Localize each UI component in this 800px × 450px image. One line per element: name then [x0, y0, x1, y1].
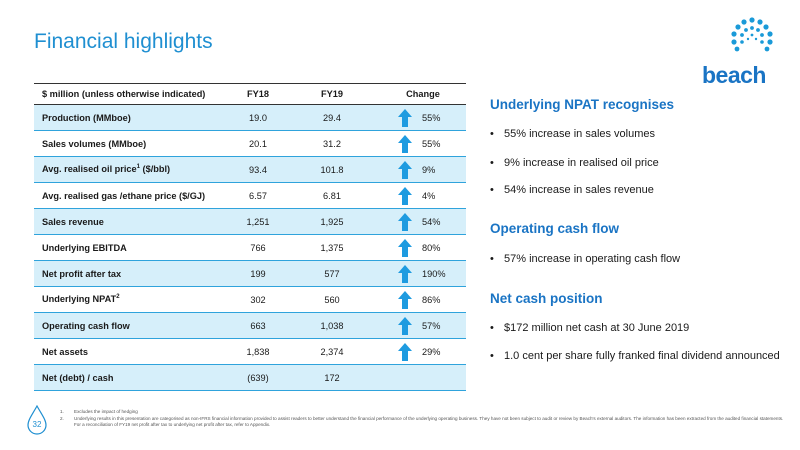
up-arrow-icon: [398, 187, 412, 205]
fy18-value: 6.57: [249, 190, 267, 201]
logo-text: beach: [702, 62, 766, 88]
table-row: Operating cash flow 663 1,038 57%: [34, 313, 466, 339]
change-value: 4%: [422, 190, 436, 201]
up-arrow-icon: [398, 291, 412, 309]
table-header-row: $ million (unless otherwise indicated) F…: [34, 83, 466, 105]
table-row: Net (debt) / cash (639) 172: [34, 365, 466, 391]
bullet-item: 1.0 cent per share fully franked final d…: [490, 348, 780, 364]
fy18-value: 1,251: [246, 216, 270, 227]
fy18-value: 199: [250, 268, 266, 279]
change-value: 86%: [422, 294, 441, 305]
fy19-value: 577: [324, 268, 340, 279]
row-label: Sales revenue: [42, 216, 104, 227]
fy18-value: 663: [250, 320, 266, 331]
up-arrow-icon: [398, 109, 412, 127]
table-row: Net profit after tax 199 577 190%: [34, 261, 466, 287]
section-heading: Operating cash flow: [490, 221, 620, 236]
bullet-item: 54% increase in sales revenue: [490, 182, 780, 198]
change-value: 57%: [422, 320, 441, 331]
fy19-value: 1,925: [320, 216, 344, 227]
financial-table: $ million (unless otherwise indicated) F…: [34, 83, 466, 391]
fy19-value: 6.81: [323, 190, 341, 201]
change-value: 29%: [422, 346, 441, 357]
fy19-value: 1,038: [320, 320, 344, 331]
table-row: Avg. realised gas /ethane price ($/GJ) 6.…: [34, 183, 466, 209]
header-label: $ million (unless otherwise indicated): [42, 89, 206, 99]
change-value: 54%: [422, 216, 441, 227]
row-label: Operating cash flow: [42, 320, 130, 331]
fy19-value: 29.4: [323, 112, 341, 123]
bullet-item: 9% increase in realised oil price: [490, 155, 780, 171]
fy18-value: 766: [250, 242, 266, 253]
fy19-value: 1,375: [320, 242, 344, 253]
table-row: Sales volumes (MMboe) 20.1 31.2 55%: [34, 131, 466, 157]
section-heading: Net cash position: [490, 291, 603, 306]
page-number: 32: [32, 420, 42, 429]
up-arrow-icon: [398, 265, 412, 283]
row-label: Avg. realised oil price1 ($/bbl): [42, 164, 171, 175]
row-label: Net profit after tax: [42, 268, 122, 279]
table-row: Sales revenue 1,251 1,925 54%: [34, 209, 466, 235]
beach-logo: beach: [698, 14, 782, 88]
row-label: Underlying NPAT2: [42, 294, 120, 305]
table-row: Avg. realised oil price1 ($/bbl) 93.4 101.…: [34, 157, 466, 183]
change-value: 190%: [422, 268, 446, 279]
fy18-value: 1,838: [246, 346, 270, 357]
up-arrow-icon: [398, 239, 412, 257]
page-title: Financial highlights: [34, 30, 213, 53]
change-value: 55%: [422, 138, 441, 149]
fy19-value: 2,374: [320, 346, 344, 357]
fy19-value: 31.2: [323, 138, 341, 149]
row-label: Underlying EBITDA: [42, 242, 127, 253]
droplet-icon: [27, 405, 47, 435]
bullet-item: 55% increase in sales volumes: [490, 126, 780, 142]
header-fy19: FY19: [321, 89, 343, 99]
table-row: Underlying EBITDA 766 1,375 80%: [34, 235, 466, 261]
footnote-ref: 2: [116, 294, 120, 301]
bullet-item: $172 million net cash at 30 June 2019: [490, 320, 780, 336]
fy18-value: 93.4: [249, 164, 267, 175]
fy18-value: 19.0: [249, 112, 267, 123]
fy18-value: 20.1: [249, 138, 267, 149]
fy19-value: 560: [324, 294, 340, 305]
up-arrow-icon: [398, 135, 412, 153]
fy18-value: 302: [250, 294, 266, 305]
up-arrow-icon: [398, 161, 412, 179]
up-arrow-icon: [398, 343, 412, 361]
row-label: Sales volumes (MMboe): [42, 138, 147, 149]
row-label: Avg. realised gas /ethane price ($/GJ): [42, 190, 206, 201]
table-row: Net assets 1,838 2,374 29%: [34, 339, 466, 365]
fy18-value: (639): [247, 372, 269, 383]
header-fy18: FY18: [247, 89, 269, 99]
change-value: 55%: [422, 112, 441, 123]
change-value: 9%: [422, 164, 436, 175]
row-label: Net assets: [42, 346, 88, 357]
footnote-ref: 1: [136, 164, 140, 171]
bullet-item: 57% increase in operating cash flow: [490, 251, 780, 267]
up-arrow-icon: [398, 317, 412, 335]
fy19-value: 172: [324, 372, 340, 383]
change-value: 80%: [422, 242, 441, 253]
up-arrow-icon: [398, 213, 412, 231]
header-change: Change: [406, 89, 440, 99]
fy19-value: 101.8: [320, 164, 344, 175]
table-row: Production (MMboe) 19.0 29.4 55%: [34, 105, 466, 131]
sunburst-icon: [731, 17, 773, 52]
row-label: Net (debt) / cash: [42, 372, 114, 383]
section-heading: Underlying NPAT recognises: [490, 97, 675, 112]
table-row: Underlying NPAT2 302 560 86%: [34, 287, 466, 313]
row-label: Production (MMboe): [42, 112, 131, 123]
